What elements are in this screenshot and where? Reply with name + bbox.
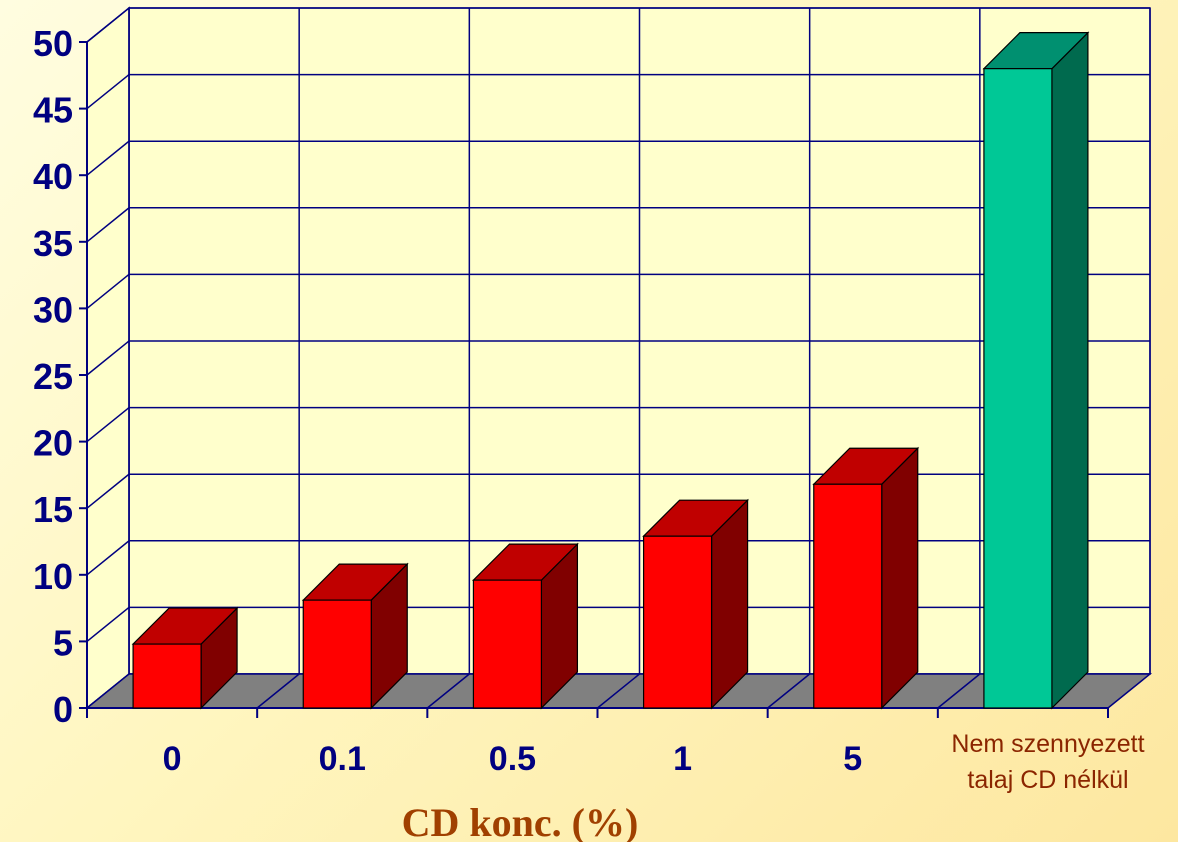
y-tick-label: 35 [33,223,73,264]
x-tick-label-multiline: talaj CD nélkül [967,766,1128,794]
y-tick-label: 25 [33,356,73,397]
y-tick-labels: 0 5 10 15 20 25 30 35 40 45 50 [33,23,73,730]
x-tick-label: 1 [673,740,692,778]
bar-side [1051,31,1089,710]
y-tick-label: 45 [33,90,73,131]
bar-side [881,446,919,710]
bar-front [983,68,1053,709]
floor-divider [426,673,470,709]
gridline-side [86,207,130,243]
bar-front [472,579,543,709]
floor-divider [597,673,640,709]
bar [471,542,579,710]
gridline-side [86,340,130,376]
bar [642,498,750,710]
y-tick-label: 10 [33,556,73,597]
x-tick-label: 0.5 [489,740,536,778]
bar-front [642,535,713,709]
gridline-side [86,473,130,509]
bar-front [302,599,372,709]
bar [301,562,409,710]
y-tick-label: 20 [33,423,73,464]
floor-divider [256,673,300,709]
x-tick-label-multiline: Nem szennyezett [951,730,1144,758]
x-tick-label: 0.1 [319,740,366,778]
x-tick-label: 5 [843,740,862,778]
floor-divider [937,673,981,709]
y-tick-label: 15 [33,489,73,530]
gridline-side [86,540,130,576]
gridline-side [86,7,130,43]
floor-divider [767,673,811,709]
bar [812,446,920,710]
y-tick-label: 50 [33,23,73,64]
gridline-side [86,606,130,642]
chart-axes [79,41,1109,718]
x-tick-labels: 0 0.1 0.5 1 5 Nem szennyezett talaj CD nélkül [163,730,1145,794]
chart-bars [131,31,1090,710]
x-tick-label: 0 [163,740,182,778]
y-tick-label: 0 [53,689,73,730]
bar [131,606,239,710]
y-tick-label: 40 [33,156,73,197]
x-axis-title: CD konc. (%) [402,800,639,842]
gridline-side [86,407,130,443]
gridline-side [86,273,130,309]
bar-front [813,483,883,709]
gridline-side [86,140,130,176]
chart-gridlines [86,7,1151,709]
y-tick-label: 30 [33,289,73,330]
y-tick-label: 5 [53,622,73,663]
gridline-side [86,74,130,110]
bar-front [132,643,202,709]
bar [982,31,1090,710]
